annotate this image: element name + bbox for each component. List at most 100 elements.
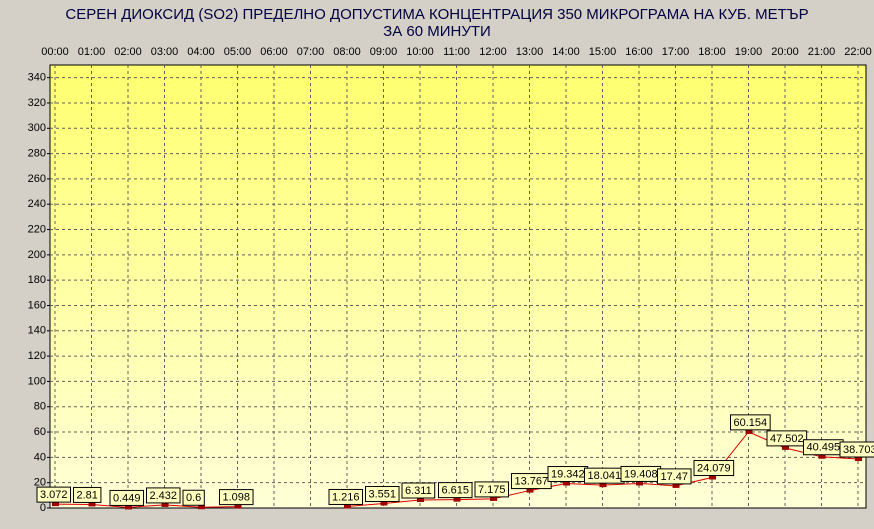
data-label: 0.449 (113, 492, 141, 504)
data-label-box (401, 482, 436, 499)
x-tick-label: 18:00 (698, 46, 726, 58)
x-tick-label: 07:00 (297, 46, 325, 58)
x-tick-label: 22:00 (844, 46, 872, 58)
x-tick-label: 01:00 (78, 46, 106, 58)
marker (490, 496, 497, 501)
data-label-box (36, 486, 72, 503)
data-label: 3.551 (369, 488, 397, 500)
chart-title: ЗА 60 МИНУТИ (383, 23, 491, 40)
data-label: 2.81 (77, 489, 98, 501)
y-tick-label: 160 (28, 299, 46, 311)
marker (234, 504, 242, 509)
x-tick-label: 02:00 (114, 46, 142, 58)
marker (563, 481, 570, 486)
marker (782, 445, 789, 450)
data-label-box (328, 488, 364, 505)
data-label: 7.175 (478, 484, 506, 496)
data-label: 0.6 (186, 492, 201, 504)
data-label-box (109, 489, 145, 506)
marker (672, 483, 680, 488)
y-tick-label: 140 (28, 325, 46, 337)
x-tick-label: 17:00 (662, 46, 690, 58)
data-label: 19.408 (624, 468, 658, 480)
data-label: 18.041 (588, 470, 622, 482)
y-tick-label: 60 (34, 426, 46, 438)
marker (125, 505, 132, 510)
marker (380, 501, 388, 506)
data-label-box (365, 486, 400, 503)
x-tick-label: 11:00 (443, 46, 470, 58)
marker (453, 497, 461, 502)
x-tick-label: 00:00 (41, 46, 69, 58)
data-label: 19.342 (551, 468, 585, 480)
marker (161, 502, 169, 507)
marker (818, 454, 826, 459)
y-tick-label: 220 (28, 223, 46, 235)
data-label: 38.703 (843, 444, 874, 456)
data-label: 1.216 (332, 491, 360, 503)
y-tick-label: 320 (28, 97, 46, 109)
x-tick-label: 12:00 (479, 46, 507, 58)
x-tick-label: 09:00 (370, 46, 398, 58)
x-tick-label: 20:00 (771, 46, 799, 58)
data-label: 24.079 (697, 462, 731, 474)
data-label-box (730, 414, 771, 431)
data-label-box (219, 489, 254, 506)
marker (88, 502, 96, 507)
x-tick-label: 04:00 (187, 46, 215, 58)
marker (417, 498, 424, 503)
y-tick-label: 300 (28, 122, 46, 134)
y-tick-label: 80 (34, 401, 46, 413)
x-tick-label: 16:00 (625, 46, 653, 58)
y-tick-label: 20 (34, 477, 46, 489)
x-tick-label: 13:00 (516, 46, 544, 58)
data-label-box (766, 430, 808, 447)
data-label: 17.47 (661, 471, 689, 483)
plot-area (49, 64, 867, 509)
data-label: 40.495 (807, 442, 841, 454)
x-tick-label: 14:00 (552, 46, 580, 58)
data-label: 3.072 (40, 489, 68, 501)
marker (709, 475, 716, 480)
y-tick-label: 40 (34, 451, 46, 463)
data-label: 6.311 (405, 485, 432, 497)
x-tick-label: 21:00 (808, 46, 836, 58)
y-tick-label: 180 (28, 274, 46, 286)
marker (52, 502, 59, 507)
y-tick-label: 340 (28, 72, 46, 84)
y-tick-label: 120 (28, 350, 46, 362)
x-tick-label: 19:00 (735, 46, 763, 58)
data-label: 60.154 (734, 417, 768, 429)
data-label-box (474, 481, 510, 498)
data-label-box (438, 482, 473, 499)
marker (344, 504, 351, 509)
data-label: 2.432 (150, 490, 178, 502)
data-label-box (657, 468, 692, 485)
data-label-box (73, 486, 102, 503)
x-tick-label: 06:00 (260, 46, 288, 58)
line (54, 503, 238, 508)
data-label: 13.767 (515, 475, 549, 487)
marker (855, 457, 862, 462)
y-tick-label: 100 (28, 375, 46, 387)
y-tick-label: 0 (40, 502, 46, 514)
x-tick-label: 15:00 (589, 46, 617, 58)
marker (636, 481, 643, 486)
x-tick-label: 10:00 (406, 46, 434, 58)
marker (198, 505, 205, 510)
data-label: 6.615 (442, 485, 470, 497)
data-label-box (693, 460, 735, 477)
y-tick-label: 260 (28, 173, 46, 185)
data-label-box (182, 489, 205, 506)
marker (526, 488, 534, 493)
data-label-box (839, 441, 874, 458)
chart-title: СЕРЕН ДИОКСИД (SO2) ПРЕДЕЛНО ДОПУСТИМА К… (65, 6, 808, 23)
y-tick-label: 280 (28, 148, 46, 160)
data-label: 47.502 (770, 433, 804, 445)
x-tick-label: 08:00 (333, 46, 361, 58)
data-label: 1.098 (223, 492, 251, 504)
y-tick-label: 240 (28, 198, 46, 210)
x-tick-label: 03:00 (151, 46, 179, 58)
marker (599, 483, 607, 488)
